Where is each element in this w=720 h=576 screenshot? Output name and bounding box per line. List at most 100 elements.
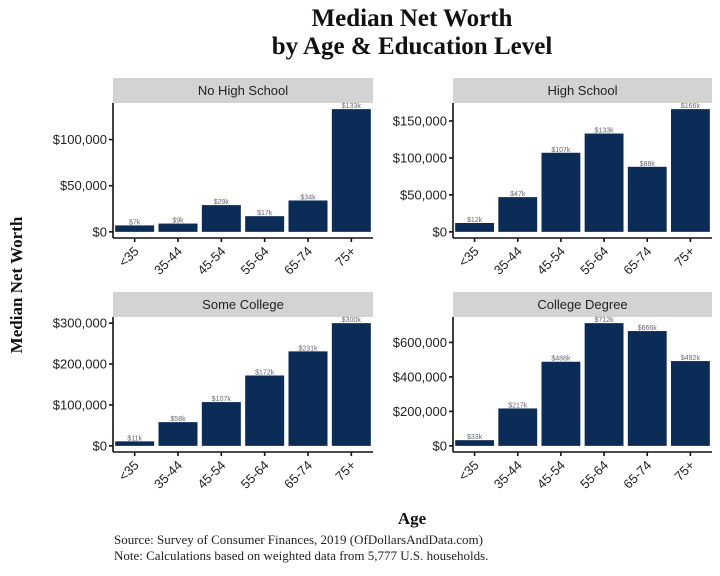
- facet-strip: [113, 78, 373, 103]
- facet-strip: [453, 292, 712, 317]
- data-label: $12k: [467, 217, 483, 224]
- x-tick-label: 65-74: [620, 244, 654, 278]
- bar: [158, 422, 198, 446]
- data-label: $9k: [172, 218, 184, 225]
- facet-label: Some College: [202, 297, 284, 312]
- data-label: $217k: [508, 402, 528, 409]
- bar: [627, 331, 667, 446]
- data-label: $666k: [638, 325, 658, 332]
- bar: [541, 152, 581, 232]
- x-tick-label: 65-74: [281, 244, 315, 278]
- facet-panel: Some College $11k <35 $58k 35-44 $107k 45-54 $1…: [53, 292, 373, 492]
- x-tick-label: 65-74: [620, 458, 654, 492]
- x-tick-label: 45-54: [194, 458, 228, 492]
- x-tick-label: <35: [455, 458, 481, 484]
- y-tick-label: $400,000: [393, 369, 447, 384]
- x-tick-label: 35-44: [491, 244, 525, 278]
- x-tick-label: 75+: [332, 458, 358, 484]
- facet-strip: [113, 292, 373, 317]
- data-label: $492k: [681, 355, 701, 362]
- data-label: $88k: [640, 161, 656, 168]
- data-label: $11k: [127, 435, 142, 442]
- note-caption: Note: Calculations based on weighted dat…: [114, 548, 488, 563]
- data-label: $300k: [342, 317, 362, 324]
- y-tick-label: $0: [93, 438, 107, 453]
- bar: [584, 323, 624, 446]
- x-tick-label: 45-54: [534, 244, 568, 278]
- y-tick-label: $0: [433, 438, 447, 453]
- x-tick-label: 55-64: [577, 244, 611, 278]
- data-label: $29k: [214, 199, 230, 206]
- bar: [288, 351, 328, 446]
- data-label: $58k: [170, 416, 186, 423]
- data-label: $133k: [595, 128, 615, 135]
- facet-label: College Degree: [537, 297, 627, 312]
- bar: [584, 133, 624, 232]
- x-tick-label: 75+: [671, 458, 697, 484]
- y-tick-label: $50,000: [60, 178, 107, 193]
- data-label: $172k: [255, 370, 275, 377]
- facet-panel: College Degree $33k <35 $217k 35-44 $488k 45-5…: [393, 292, 712, 492]
- y-tick-label: $200,000: [393, 404, 447, 419]
- x-tick-label: <35: [455, 244, 481, 270]
- data-label: $231k: [298, 345, 318, 352]
- data-label: $133k: [342, 103, 362, 110]
- y-tick-label: $100,000: [53, 132, 107, 147]
- y-tick-label: $100,000: [53, 397, 107, 412]
- x-axis-title: Age: [398, 509, 427, 528]
- bar: [627, 166, 667, 232]
- y-tick-label: $600,000: [393, 335, 447, 350]
- x-tick-label: 55-64: [238, 458, 272, 492]
- y-axis-title: Median Net Worth: [7, 216, 26, 353]
- data-label: $488k: [551, 356, 571, 363]
- bar: [201, 402, 241, 446]
- bar: [670, 361, 710, 446]
- bar: [201, 205, 241, 232]
- bar: [541, 361, 581, 446]
- bar: [115, 441, 155, 446]
- y-tick-label: $100,000: [393, 150, 447, 165]
- bar: [498, 197, 538, 232]
- x-tick-label: 65-74: [281, 458, 315, 492]
- data-label: $7k: [129, 219, 141, 226]
- x-tick-label: <35: [116, 458, 142, 484]
- x-tick-label: 55-64: [238, 244, 272, 278]
- facet-label: No High School: [198, 83, 288, 98]
- bar: [455, 440, 495, 446]
- y-tick-label: $150,000: [393, 113, 447, 128]
- facet-panel: No High School $7k <35 $9k 35-44 $29k 45-54 $17…: [53, 78, 373, 278]
- data-label: $33k: [467, 434, 483, 441]
- data-label: $107k: [212, 396, 232, 403]
- chart-subtitle: by Age & Education Level: [272, 33, 553, 60]
- x-tick-label: 55-64: [577, 458, 611, 492]
- y-tick-label: $200,000: [53, 357, 107, 372]
- bar: [455, 222, 495, 232]
- bar: [331, 109, 371, 232]
- bar: [670, 109, 710, 232]
- x-tick-label: 45-54: [194, 244, 228, 278]
- bar: [245, 375, 285, 446]
- y-tick-label: $0: [433, 224, 447, 239]
- bar: [245, 216, 285, 232]
- x-tick-label: <35: [116, 244, 142, 270]
- source-caption: Source: Survey of Consumer Finances, 201…: [114, 532, 483, 547]
- x-tick-label: 75+: [671, 244, 697, 270]
- bar: [288, 200, 328, 232]
- x-tick-label: 35-44: [151, 244, 185, 278]
- data-label: $107k: [551, 147, 571, 154]
- bar: [158, 223, 198, 232]
- y-tick-label: $50,000: [400, 187, 447, 202]
- x-tick-label: 35-44: [151, 458, 185, 492]
- facet-panel: High School $12k <35 $47k 35-44 $107k 45-54 $13…: [393, 78, 712, 278]
- data-label: $47k: [510, 191, 526, 198]
- bar: [331, 323, 371, 446]
- facet-label: High School: [547, 83, 617, 98]
- y-tick-label: $0: [93, 224, 107, 239]
- x-tick-label: 45-54: [534, 458, 568, 492]
- data-label: $34k: [300, 194, 316, 201]
- x-tick-label: 75+: [332, 244, 358, 270]
- data-label: $17k: [257, 210, 273, 217]
- chart-title: Median Net Worth: [312, 5, 513, 32]
- facet-strip: [453, 78, 712, 103]
